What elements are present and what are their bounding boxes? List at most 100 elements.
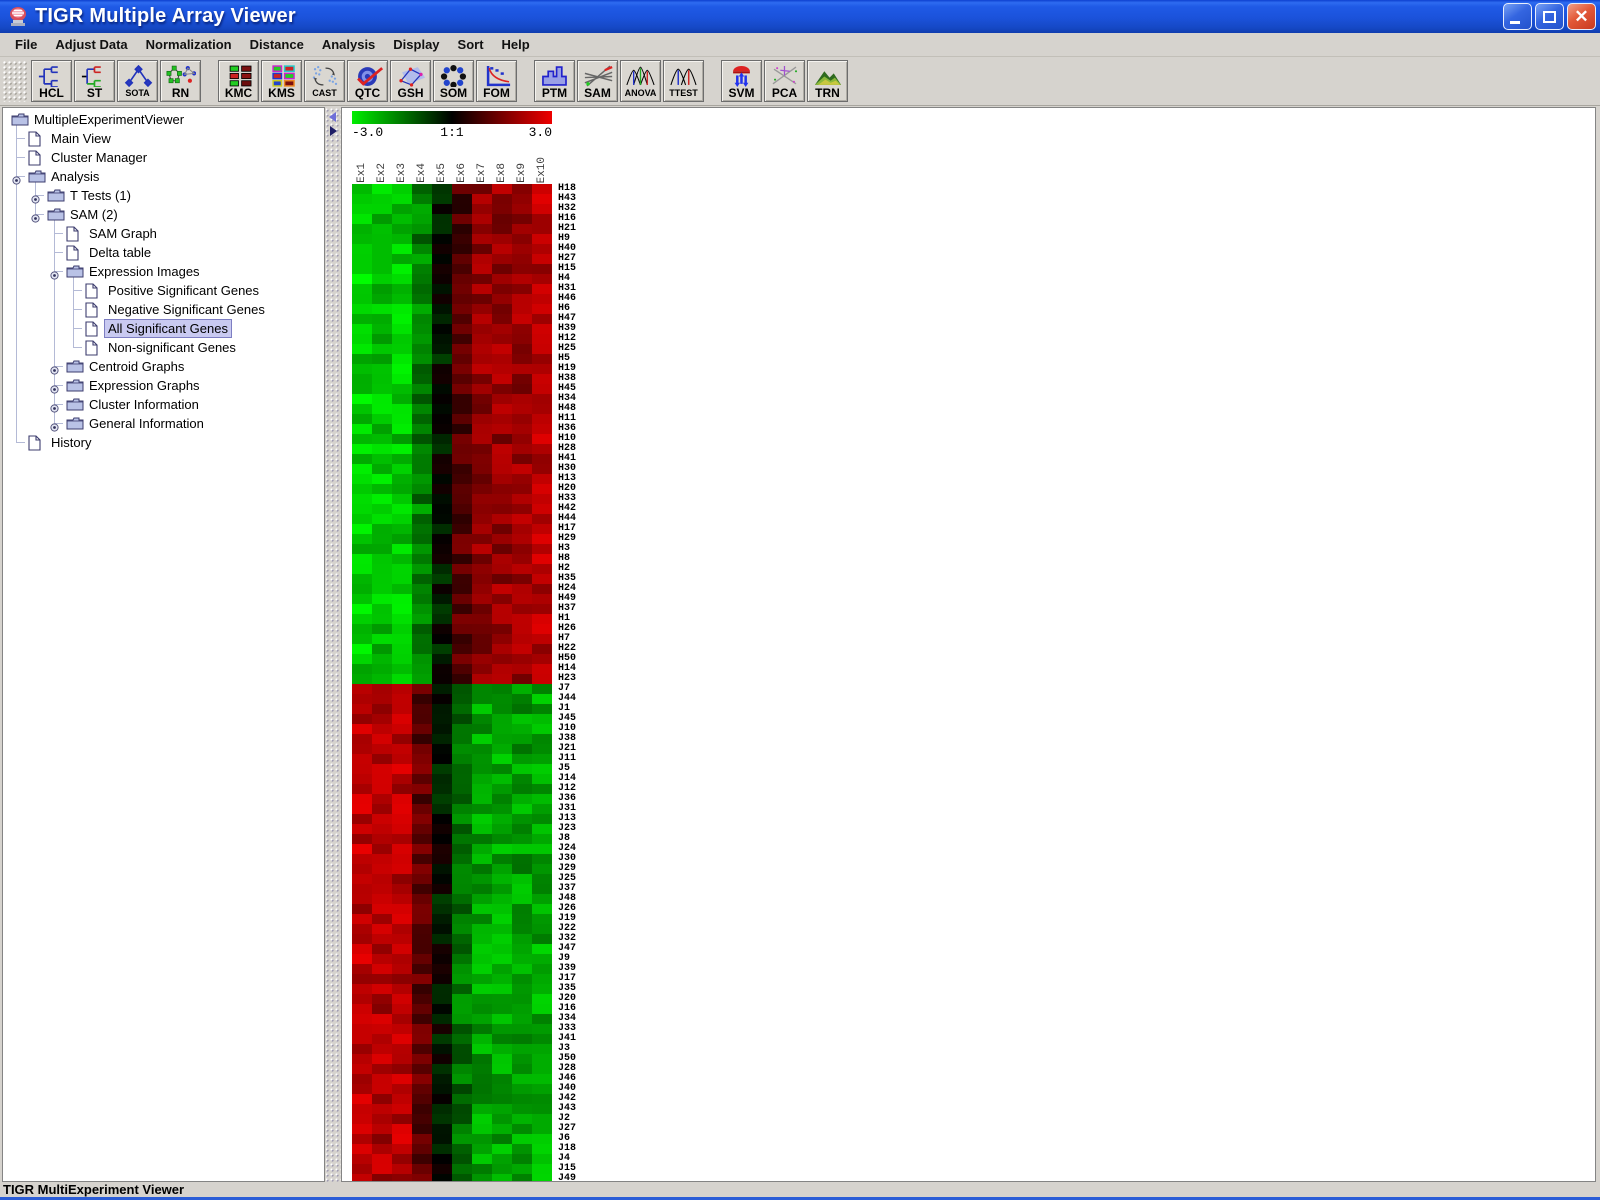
heatmap-cell[interactable] xyxy=(492,1174,512,1181)
heatmap-cell[interactable] xyxy=(452,1084,472,1094)
heatmap-cell[interactable] xyxy=(492,494,512,504)
heatmap-cell[interactable] xyxy=(352,654,372,664)
heatmap-cell[interactable] xyxy=(532,334,552,344)
heatmap-cell[interactable] xyxy=(452,384,472,394)
heatmap-cell[interactable] xyxy=(472,644,492,654)
heatmap-cell[interactable] xyxy=(432,1084,452,1094)
heatmap-cell[interactable] xyxy=(352,214,372,224)
tree-item-label[interactable]: Cluster Information xyxy=(89,397,199,412)
heatmap-cell[interactable] xyxy=(452,464,472,474)
heatmap-cell[interactable] xyxy=(492,404,512,414)
heatmap-cell[interactable] xyxy=(512,344,532,354)
heatmap-cell[interactable] xyxy=(512,314,532,324)
heatmap-cell[interactable] xyxy=(372,924,392,934)
heatmap-cell[interactable] xyxy=(432,424,452,434)
heatmap-cell[interactable] xyxy=(532,1104,552,1114)
heatmap-cell[interactable] xyxy=(512,814,532,824)
heatmap-cell[interactable] xyxy=(452,194,472,204)
splitpane-divider[interactable] xyxy=(326,107,341,1182)
heatmap-cell[interactable] xyxy=(432,514,452,524)
heatmap-cell[interactable] xyxy=(532,1024,552,1034)
heatmap-cell[interactable] xyxy=(512,724,532,734)
tree-item-general-information[interactable]: General Information xyxy=(3,414,324,433)
heatmap-cell[interactable] xyxy=(452,1064,472,1074)
heatmap-cell[interactable] xyxy=(472,274,492,284)
heatmap-cell[interactable] xyxy=(492,614,512,624)
heatmap-cell[interactable] xyxy=(372,334,392,344)
heatmap-cell[interactable] xyxy=(472,544,492,554)
heatmap-cell[interactable] xyxy=(392,414,412,424)
heatmap-cell[interactable] xyxy=(512,1074,532,1084)
toolbar-button-st[interactable]: ST xyxy=(74,60,115,102)
heatmap-cell[interactable] xyxy=(532,994,552,1004)
heatmap-cell[interactable] xyxy=(512,484,532,494)
heatmap-cell[interactable] xyxy=(392,864,412,874)
heatmap-cell[interactable] xyxy=(412,574,432,584)
heatmap-cell[interactable] xyxy=(412,244,432,254)
heatmap-cell[interactable] xyxy=(472,864,492,874)
heatmap-cell[interactable] xyxy=(352,674,372,684)
heatmap-cell[interactable] xyxy=(352,1174,372,1181)
heatmap-cell[interactable] xyxy=(392,944,412,954)
heatmap-cell[interactable] xyxy=(452,494,472,504)
heatmap-cell[interactable] xyxy=(532,844,552,854)
heatmap-cell[interactable] xyxy=(532,1124,552,1134)
heatmap-cell[interactable] xyxy=(372,864,392,874)
heatmap-cell[interactable] xyxy=(352,894,372,904)
heatmap-cell[interactable] xyxy=(352,454,372,464)
heatmap-cell[interactable] xyxy=(372,594,392,604)
menu-item-sort[interactable]: Sort xyxy=(457,37,484,52)
heatmap-cell[interactable] xyxy=(392,994,412,1004)
heatmap-cell[interactable] xyxy=(352,1084,372,1094)
heatmap-cell[interactable] xyxy=(412,314,432,324)
heatmap-cell[interactable] xyxy=(512,224,532,234)
heatmap-cell[interactable] xyxy=(412,944,432,954)
heatmap-cell[interactable] xyxy=(472,504,492,514)
heatmap-cell[interactable] xyxy=(392,404,412,414)
heatmap-cell[interactable] xyxy=(372,424,392,434)
heatmap-cell[interactable] xyxy=(532,554,552,564)
heatmap-cell[interactable] xyxy=(532,1164,552,1174)
heatmap-cell[interactable] xyxy=(372,414,392,424)
heatmap-cell[interactable] xyxy=(352,644,372,654)
heatmap-cell[interactable] xyxy=(352,834,372,844)
heatmap-cell[interactable] xyxy=(492,894,512,904)
heatmap-cell[interactable] xyxy=(452,1074,472,1084)
heatmap-cell[interactable] xyxy=(352,294,372,304)
heatmap-cell[interactable] xyxy=(532,634,552,644)
heatmap-cell[interactable] xyxy=(472,584,492,594)
tree-expand-handle[interactable] xyxy=(50,400,59,413)
heatmap-cell[interactable] xyxy=(372,1074,392,1084)
heatmap-cell[interactable] xyxy=(472,1054,492,1064)
heatmap-cell[interactable] xyxy=(512,844,532,854)
heatmap-cell[interactable] xyxy=(472,314,492,324)
heatmap-cell[interactable] xyxy=(412,454,432,464)
heatmap-cell[interactable] xyxy=(472,1094,492,1104)
heatmap-cell[interactable] xyxy=(432,584,452,594)
heatmap-cell[interactable] xyxy=(452,974,472,984)
heatmap-cell[interactable] xyxy=(412,1124,432,1134)
heatmap-cell[interactable] xyxy=(472,254,492,264)
heatmap-cell[interactable] xyxy=(392,1054,412,1064)
heatmap-cell[interactable] xyxy=(512,774,532,784)
heatmap-cell[interactable] xyxy=(372,384,392,394)
heatmap-cell[interactable] xyxy=(512,434,532,444)
heatmap-cell[interactable] xyxy=(392,204,412,214)
heatmap-cell[interactable] xyxy=(452,664,472,674)
heatmap-cell[interactable] xyxy=(352,464,372,474)
heatmap-cell[interactable] xyxy=(532,1144,552,1154)
heatmap-cell[interactable] xyxy=(432,574,452,584)
heatmap-cell[interactable] xyxy=(512,464,532,474)
heatmap-cell[interactable] xyxy=(352,424,372,434)
heatmap-cell[interactable] xyxy=(512,794,532,804)
heatmap-cell[interactable] xyxy=(472,1164,492,1174)
heatmap-cell[interactable] xyxy=(432,194,452,204)
heatmap-cell[interactable] xyxy=(492,514,512,524)
heatmap-cell[interactable] xyxy=(532,774,552,784)
heatmap-cell[interactable] xyxy=(352,304,372,314)
heatmap-cell[interactable] xyxy=(372,824,392,834)
heatmap-cell[interactable] xyxy=(532,434,552,444)
heatmap-cell[interactable] xyxy=(452,714,472,724)
heatmap-cell[interactable] xyxy=(372,244,392,254)
heatmap-cell[interactable] xyxy=(412,1154,432,1164)
